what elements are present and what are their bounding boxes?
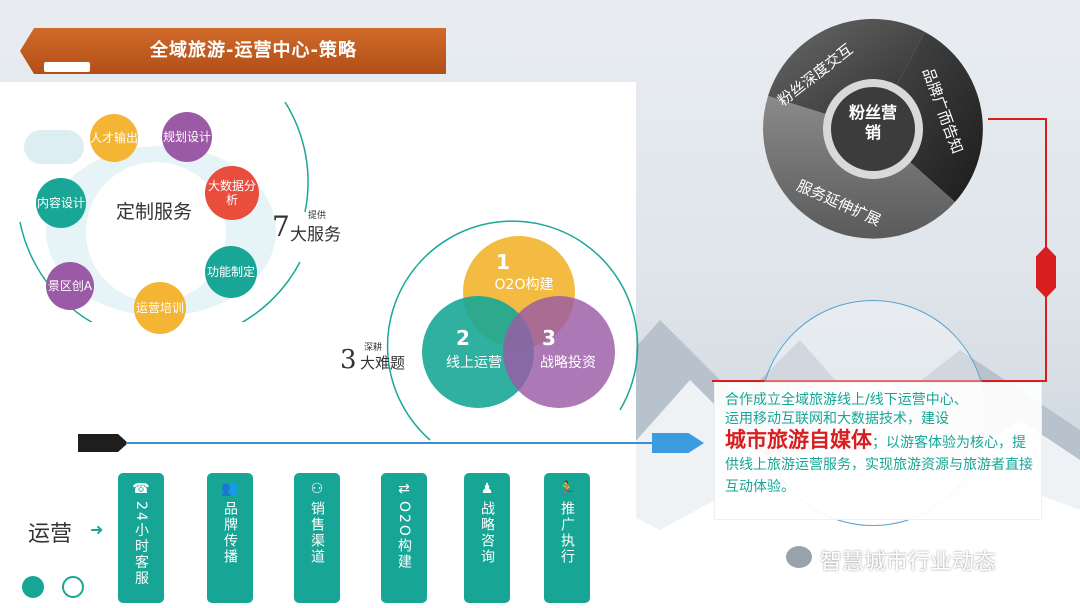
difficulty-num-2: 2 xyxy=(456,326,470,350)
operations-label: 运营 xyxy=(28,522,73,547)
difficulty-small: 深耕 xyxy=(364,343,383,353)
operation-item-brand[interactable]: 👥 品牌传播 xyxy=(207,473,253,603)
service-node-content: 内容设计 xyxy=(36,178,86,228)
service-node-planning: 规划设计 xyxy=(162,112,212,162)
watermark-text: 智慧城市行业动态 xyxy=(820,550,997,575)
service-node-training: 运营培训 xyxy=(134,282,186,334)
operation-item-promotion[interactable]: 🏃 推广执行 xyxy=(544,473,590,603)
o2o-icon: ⇄ xyxy=(398,481,410,497)
person-solid-icon xyxy=(22,576,44,598)
info-box: 合作成立全域旅游线上/线下运营中心、 运用移动互联网和大数据技术，建设 城市旅游… xyxy=(714,382,1042,520)
operation-item-24h[interactable]: ☎ 24小时客服 xyxy=(118,473,164,603)
cloud-decoration xyxy=(24,130,84,164)
service-provide-label: 大服务 xyxy=(290,225,341,245)
headset-icon: ☎ xyxy=(132,481,150,497)
timeline-arrow-start xyxy=(78,434,128,452)
timeline-line xyxy=(126,442,654,444)
operation-item-label: O2O构建 xyxy=(396,501,412,570)
difficulty-label-2: 线上运营 xyxy=(446,355,502,371)
presenter-icon: ♟ xyxy=(480,481,494,497)
fans-marketing-ring xyxy=(763,18,983,239)
service-node-bigdata: 大数据分析 xyxy=(205,166,259,220)
service-node-talent: 人才输出 xyxy=(90,114,138,162)
people-icon: 👥 xyxy=(221,481,239,497)
operation-item-label: 推广执行 xyxy=(559,501,575,565)
custom-service-center: 定制服务 xyxy=(115,201,192,223)
operation-item-label: 24小时客服 xyxy=(133,501,149,587)
difficulty-circle-invest xyxy=(503,296,615,408)
operation-item-sales[interactable]: ⚇ 销售渠道 xyxy=(294,473,340,603)
connector-marker xyxy=(1036,246,1056,298)
info-rest: ；以游客体验为核心，提供线上旅游运营服务，实现旅游资源与旅游者直接互动体验。 xyxy=(725,435,1033,495)
difficulty-label: 大难题 xyxy=(360,354,406,372)
operations-arrow-icon: ➜ xyxy=(90,520,104,539)
network-icon: ⚇ xyxy=(310,481,324,497)
operation-item-label: 品牌传播 xyxy=(222,501,238,565)
operation-item-label: 战略咨询 xyxy=(479,501,495,565)
operation-item-strategy[interactable]: ♟ 战略咨询 xyxy=(464,473,510,603)
service-node-scenic: 景区创A xyxy=(46,262,94,310)
page-title: 全域旅游-运营中心-策略 xyxy=(150,40,357,61)
operation-item-o2o[interactable]: ⇄ O2O构建 xyxy=(381,473,427,603)
header-banner xyxy=(20,28,446,74)
difficulties-arc xyxy=(386,220,639,441)
fans-center: 粉丝营销 xyxy=(848,103,897,142)
banner-tab xyxy=(44,62,90,72)
difficulty-label-1: O2O构建 xyxy=(494,277,554,293)
service-count: 7 xyxy=(272,210,290,243)
difficulty-label-3: 战略投资 xyxy=(540,355,596,371)
timeline-arrow-end xyxy=(652,433,704,453)
difficulty-num-1: 1 xyxy=(496,250,510,274)
info-line-2: 运用移动互联网和大数据技术，建设 xyxy=(725,411,949,427)
custom-service-center-circle xyxy=(86,162,226,302)
operation-item-label: 销售渠道 xyxy=(309,501,325,565)
info-highlight: 城市旅游自媒体 xyxy=(725,428,872,452)
connector-line-top xyxy=(988,118,1046,120)
difficulty-count: 3 xyxy=(340,345,357,375)
service-node-function: 功能制定 xyxy=(205,246,257,298)
custom-service-arc xyxy=(19,101,309,322)
runner-icon: 🏃 xyxy=(558,481,576,497)
wechat-icon xyxy=(786,546,812,568)
service-provide-small: 提供 xyxy=(308,211,327,221)
person-outline-icon xyxy=(62,576,84,598)
info-line-1: 合作成立全域旅游线上/线下运营中心、 xyxy=(725,392,968,408)
difficulty-num-3: 3 xyxy=(542,326,556,350)
